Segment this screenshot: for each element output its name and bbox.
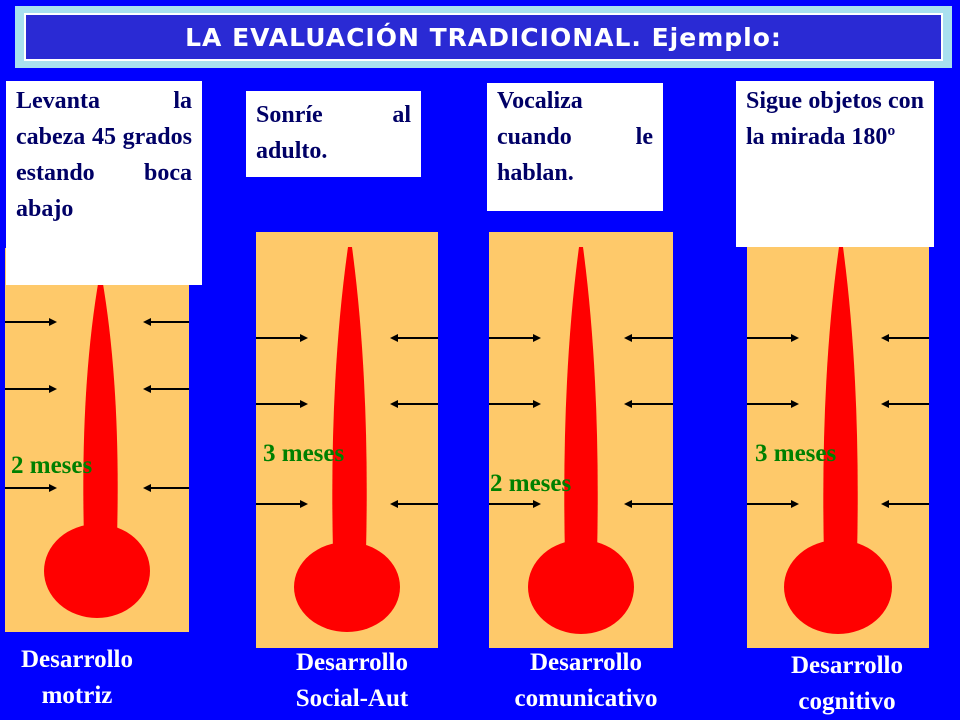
thermometer-social-bulb bbox=[294, 542, 400, 632]
thermometer-cognitivo-stem bbox=[823, 247, 858, 557]
domain-label-social: Desarrollo Social-Aut bbox=[295, 649, 409, 712]
domain-label-cognitivo: Desarrollo cognitivo bbox=[790, 652, 903, 715]
domain-label-motriz: Desarrollo motriz bbox=[20, 646, 133, 709]
age-label-motriz: 2 meses bbox=[11, 452, 93, 479]
domain-label-comunicativo: Desarrollo comunicativo bbox=[514, 649, 658, 712]
age-label-comunicativo: 2 meses bbox=[490, 470, 572, 497]
thermometer-comunicativo-stem bbox=[564, 247, 598, 557]
thermometer-motriz-stem bbox=[83, 278, 118, 538]
milestone-note-motriz: Levanta la cabeza 45 grados estando boca… bbox=[6, 81, 202, 285]
thermometer-cognitivo-bulb bbox=[784, 540, 892, 634]
milestone-note-social: Sonríe al adulto. bbox=[246, 91, 421, 177]
thermometer-social bbox=[256, 247, 438, 632]
age-label-cognitivo: 3 meses bbox=[755, 440, 837, 467]
thermometer-motriz-bulb bbox=[44, 524, 150, 618]
title-banner-inner: LA EVALUACIÓN TRADICIONAL. Ejemplo: bbox=[24, 13, 943, 61]
thermometer-social-stem bbox=[332, 247, 367, 552]
thermometer-comunicativo bbox=[489, 247, 673, 634]
thermometer-comunicativo-bulb bbox=[528, 540, 634, 634]
title-banner: LA EVALUACIÓN TRADICIONAL. Ejemplo: bbox=[15, 6, 952, 68]
thermometer-cognitivo bbox=[747, 247, 929, 634]
age-label-social: 3 meses bbox=[263, 440, 345, 467]
milestone-note-comunicativo: Vocaliza cuando le hablan. bbox=[487, 83, 663, 211]
thermometer-motriz bbox=[5, 278, 189, 618]
milestone-note-cognitivo: Sigue objetos con la mirada 180º bbox=[736, 81, 934, 247]
page-title: LA EVALUACIÓN TRADICIONAL. Ejemplo: bbox=[185, 22, 782, 52]
